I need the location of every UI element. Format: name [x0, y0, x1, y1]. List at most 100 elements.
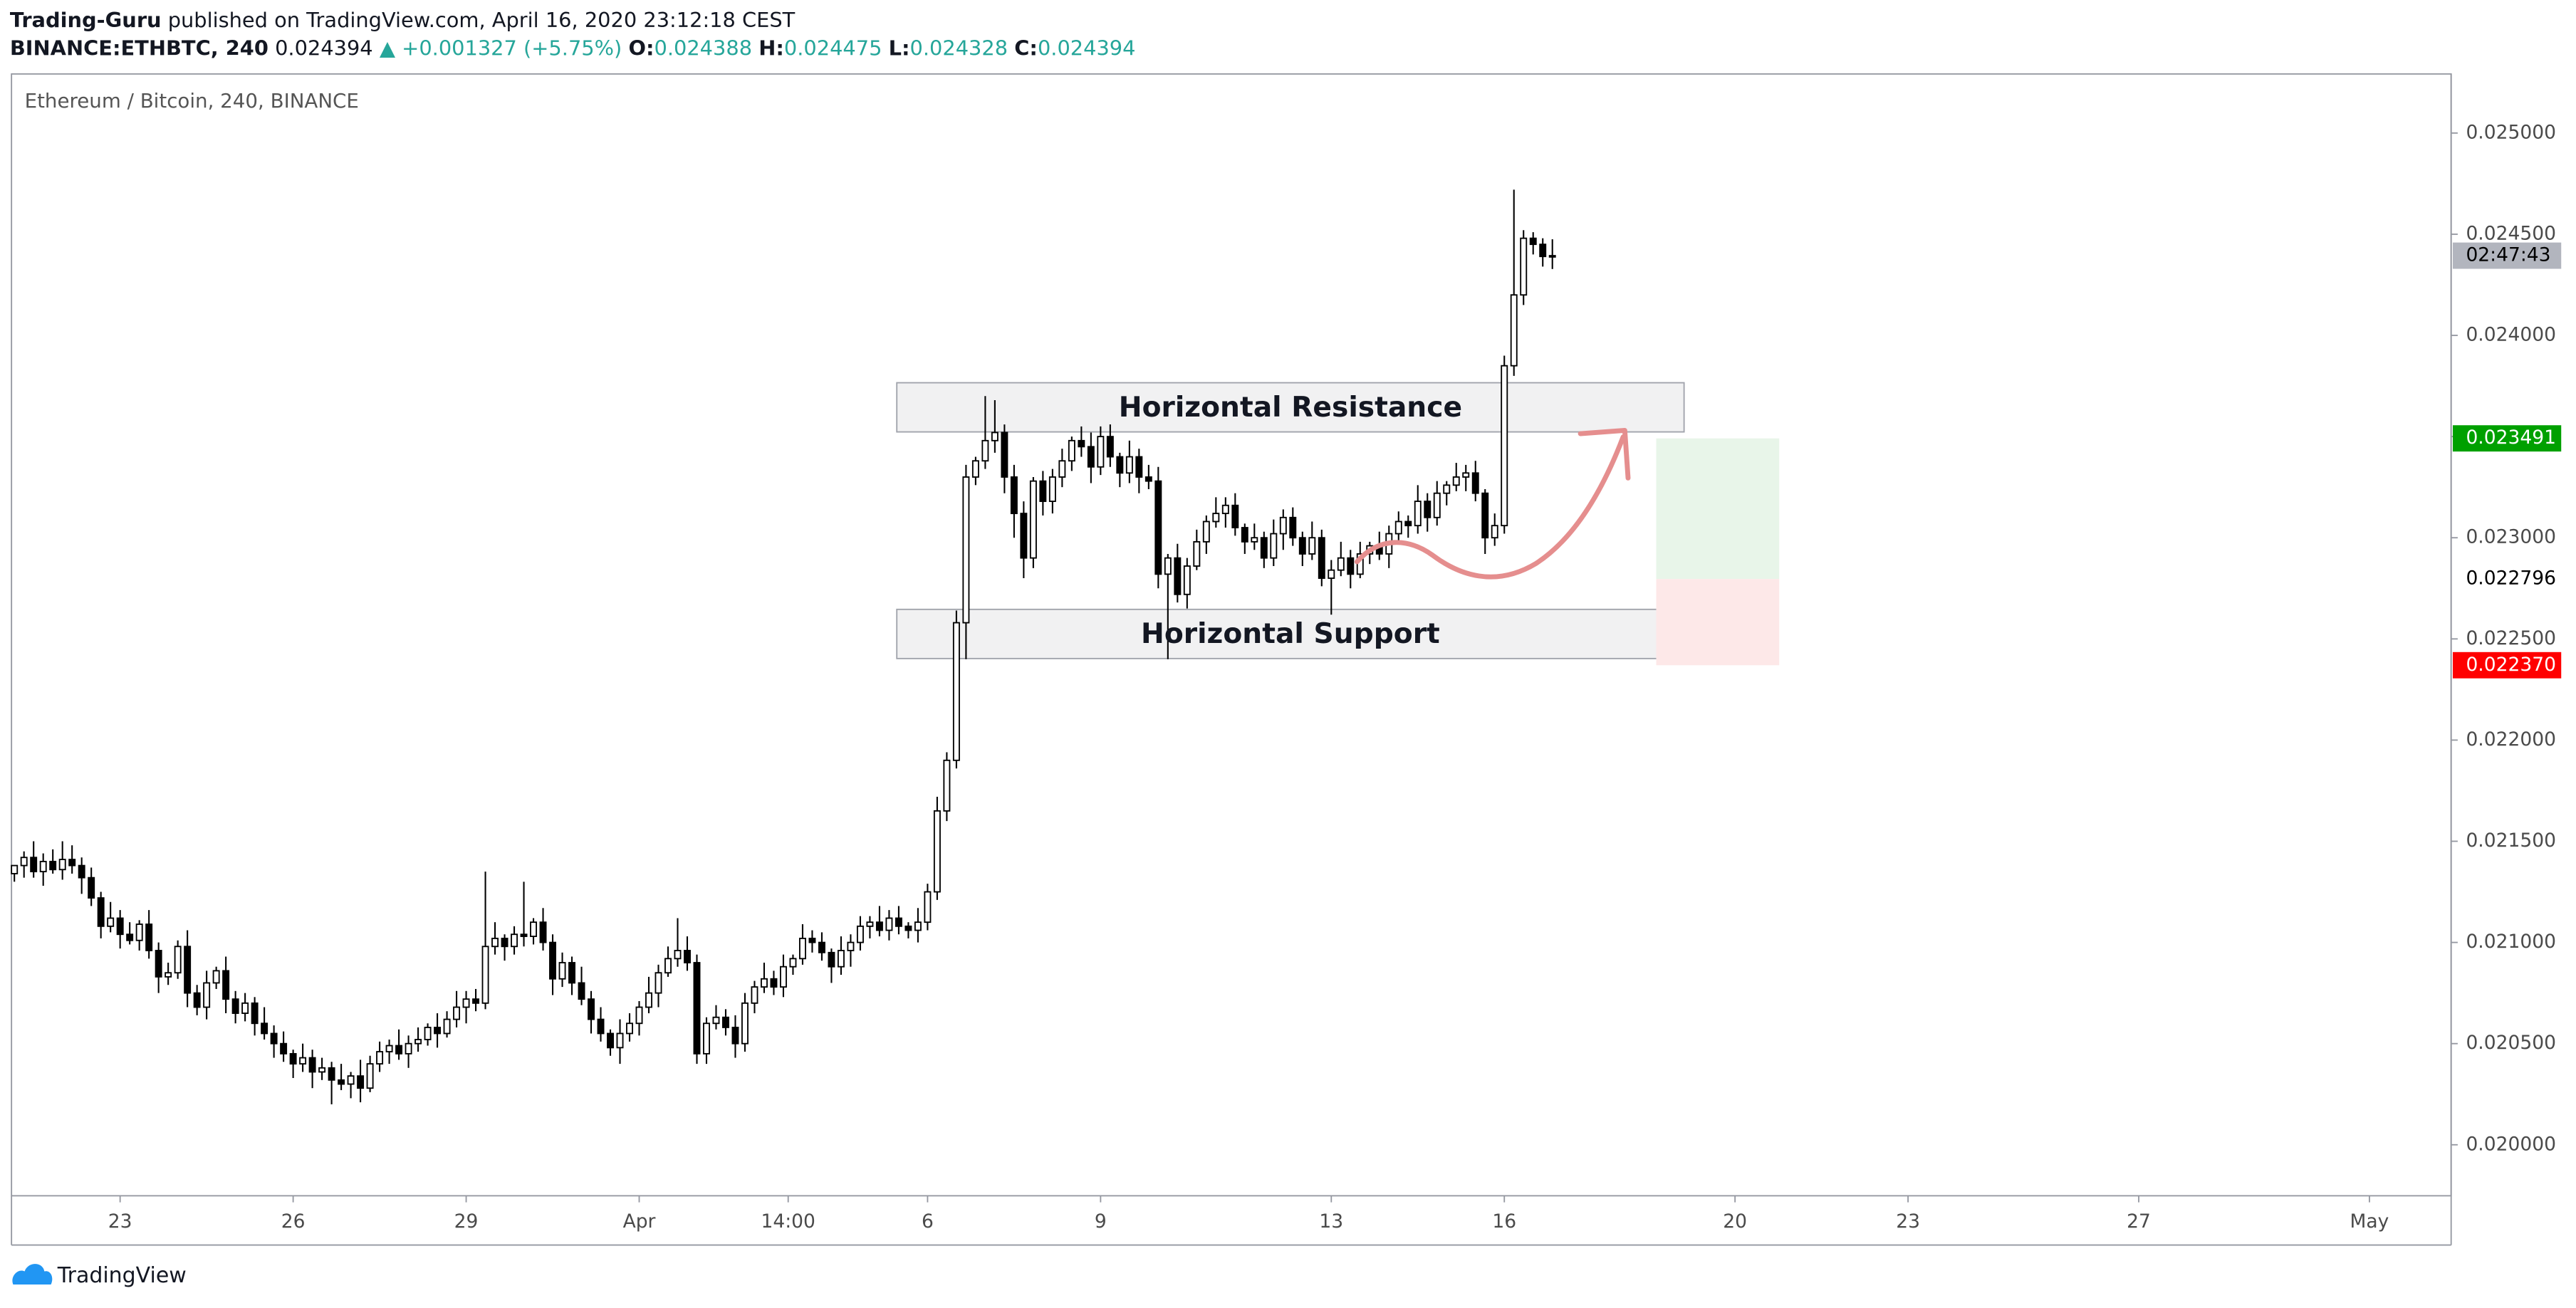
c-label: C:: [1014, 36, 1038, 60]
candle-body: [798, 937, 806, 960]
candle-body: [1174, 557, 1182, 595]
candle-body: [1106, 436, 1114, 458]
candle-body: [222, 970, 230, 1000]
candle-body: [1212, 513, 1220, 523]
candle-body: [501, 937, 509, 948]
candle-body: [607, 1032, 614, 1049]
candle-body: [568, 962, 575, 984]
candle-body: [549, 941, 557, 980]
zone-label: Horizontal Resistance: [1119, 392, 1462, 424]
candle-body: [1087, 446, 1095, 468]
candle-body: [1433, 492, 1441, 518]
candle-body: [155, 950, 162, 978]
x-tick-label: 29: [454, 1210, 479, 1233]
candle-body: [1279, 516, 1287, 535]
candle-body: [1308, 537, 1316, 555]
candle-body: [1135, 456, 1143, 478]
candle-body: [914, 921, 922, 931]
zone-label: Horizontal Support: [1141, 618, 1440, 650]
candle-body: [991, 431, 998, 441]
o-label: O:: [628, 36, 654, 60]
candle-body: [308, 1057, 316, 1073]
candle-body: [1020, 513, 1028, 559]
candle-body: [338, 1079, 345, 1085]
candle-body: [635, 1006, 643, 1025]
candle-body: [866, 921, 874, 927]
candle-body: [1097, 436, 1105, 468]
candle-body: [1010, 476, 1018, 515]
price-label: 0.023491: [2466, 427, 2556, 449]
candle-body: [789, 958, 797, 968]
candle-body: [1318, 537, 1325, 579]
candle-body: [962, 476, 970, 624]
y-tick-label: 0.025000: [2466, 121, 2556, 143]
candle-body: [481, 946, 489, 1004]
candle-body: [68, 859, 76, 867]
candle-body: [1481, 492, 1489, 539]
candle-body: [664, 958, 672, 974]
candle-body: [1539, 244, 1547, 258]
candle-body: [385, 1045, 393, 1052]
candle-body: [443, 1018, 451, 1035]
candle-body: [1078, 439, 1085, 448]
header-line-2: BINANCE:ETHBTC, 240 0.024394 ▲ +0.001327…: [10, 36, 1136, 60]
candle-body: [145, 924, 153, 951]
candle-body: [1029, 480, 1037, 559]
candle-body: [1443, 484, 1451, 494]
x-tick-label: May: [2350, 1210, 2389, 1233]
x-tick-label: 26: [281, 1210, 306, 1233]
zone: [896, 608, 1685, 659]
x-tick-label: 20: [1723, 1210, 1747, 1233]
price-label-box: [2452, 425, 2562, 452]
candle-body: [395, 1045, 403, 1055]
candle-body: [933, 810, 941, 893]
l-label: L:: [889, 36, 910, 60]
candle-body: [684, 950, 691, 963]
candle-body: [203, 982, 211, 1008]
candle-body: [895, 917, 902, 927]
candle-body: [847, 941, 855, 951]
y-tick-label: 0.022000: [2466, 728, 2556, 750]
last-price: 0.024394: [275, 36, 373, 60]
zone: [896, 382, 1685, 433]
footer-logo: TradingView: [12, 1263, 187, 1288]
candle-body: [184, 946, 192, 994]
l-value: 0.024328: [910, 36, 1008, 60]
price-label: 0.022370: [2466, 654, 2556, 676]
candle-body: [856, 925, 864, 943]
price-label-box: [2452, 242, 2562, 269]
candle-body: [626, 1022, 633, 1035]
candle-body: [462, 998, 470, 1008]
candle-body: [741, 1002, 749, 1045]
candle-body: [231, 998, 239, 1014]
published-text: published on TradingView.com, April 16, …: [168, 8, 796, 32]
candle-body: [731, 1027, 739, 1045]
candle-body: [943, 759, 951, 812]
candle-body: [924, 891, 932, 924]
candle-body: [703, 1022, 710, 1055]
x-tick-label: 27: [2127, 1210, 2151, 1233]
candle-body: [828, 951, 835, 968]
candle-body: [1048, 476, 1056, 502]
candle-body: [1068, 439, 1075, 462]
price-label-box: [2452, 652, 2562, 679]
candle-body: [1270, 533, 1278, 559]
candle-body: [434, 1027, 442, 1035]
candle-body: [251, 1002, 259, 1025]
o-value: 0.024388: [654, 36, 752, 60]
logo-icon: [12, 1264, 53, 1285]
y-tick-label: 0.021500: [2466, 830, 2556, 852]
candle-body: [1337, 557, 1345, 571]
candle-body: [1251, 537, 1258, 543]
candle-body: [511, 933, 518, 948]
candle-body: [1529, 237, 1537, 246]
footer-brand: TradingView: [57, 1263, 187, 1288]
candle-body: [808, 937, 816, 943]
y-tick-label: 0.021000: [2466, 931, 2556, 953]
candle-body: [1462, 472, 1470, 478]
candle-body: [30, 857, 38, 873]
candle-body: [952, 622, 960, 761]
candle-body: [645, 992, 652, 1008]
candle-body: [366, 1063, 374, 1089]
